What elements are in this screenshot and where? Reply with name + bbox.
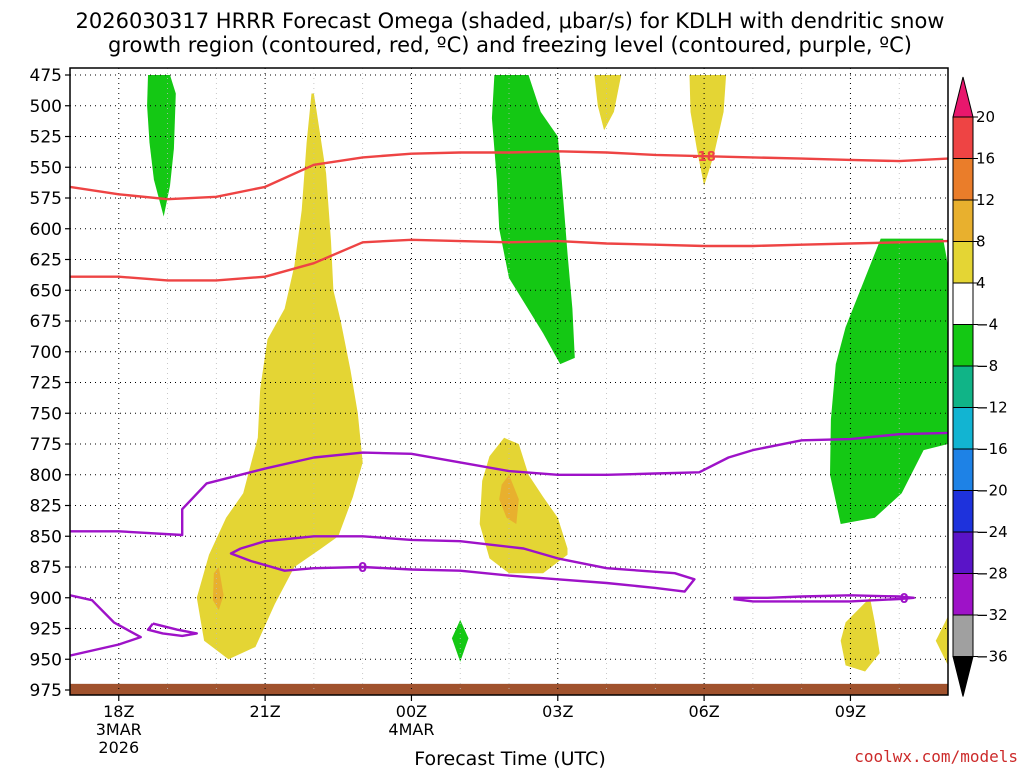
y-tick-label: 850 xyxy=(30,527,62,547)
terrain xyxy=(70,683,948,695)
colorbar-swatch xyxy=(952,282,974,325)
shade-descent-1830Z-core xyxy=(212,567,224,610)
y-tick-label: 675 xyxy=(30,312,62,332)
terrain-strip xyxy=(70,683,948,695)
y-tick-label: 550 xyxy=(30,158,62,178)
colorbar-swatch xyxy=(952,116,974,159)
contour-freezing-level-upper xyxy=(70,431,948,537)
plot-frame xyxy=(69,67,949,696)
shade-ascent-1720Z-upper xyxy=(147,75,176,217)
y-tick-label: 600 xyxy=(30,220,62,240)
y-tick-label: 750 xyxy=(30,404,62,424)
y-tick-label: 525 xyxy=(30,128,62,148)
chart-title-line-2: growth region (contoured, red, ºC) and f… xyxy=(108,33,912,57)
shade-descent-2130Z-plume xyxy=(196,93,363,660)
colorbar-label: −24 xyxy=(976,523,1008,541)
contour-label-freezing-level-right: 0 xyxy=(900,592,909,607)
colorbar-swatch xyxy=(952,573,974,616)
shade-descent-0330Z-top xyxy=(594,75,622,131)
y-tick-label: 475 xyxy=(30,66,62,86)
shade-ascent-0130Z-spot xyxy=(451,619,469,662)
colorbar-swatch xyxy=(952,490,974,533)
y-tick-label: 950 xyxy=(30,650,62,670)
colorbar-label: 8 xyxy=(976,233,986,251)
x-tick-label: 09Z xyxy=(835,702,866,721)
shade-descent-0200Z-core xyxy=(499,474,519,524)
x-axis-label: Forecast Time (UTC) xyxy=(414,748,605,768)
x-tick-year: 2026 xyxy=(98,738,139,757)
colorbar-top-arrow xyxy=(952,76,974,118)
contour-label-dgz-minus18: -18 xyxy=(692,150,716,165)
colorbar-label: 4 xyxy=(976,274,986,292)
y-tick-label: 700 xyxy=(30,343,62,363)
colorbar: 20 16 12 8 4 −4 −8 −12 −16 −20 −24 −28 −32 −36 xyxy=(952,76,1008,697)
chart-title-line-1: 2026030317 HRRR Forecast Omega (shaded, … xyxy=(76,9,945,33)
contour-dgz-lower xyxy=(70,238,948,282)
y-tick-label: 725 xyxy=(30,374,62,394)
colorbar-label: −28 xyxy=(976,565,1008,583)
shade-descent-0930Z-low xyxy=(840,597,880,672)
colorbar-swatch xyxy=(952,324,974,367)
y-tick-label: 775 xyxy=(30,435,62,455)
shade-ascent-0930Z xyxy=(830,238,948,524)
colorbar-swatch xyxy=(952,199,974,242)
y-tick-label: 650 xyxy=(30,281,62,301)
omega-shading xyxy=(147,75,948,672)
colorbar-label: −8 xyxy=(976,357,998,375)
colorbar-label: 20 xyxy=(976,108,995,126)
credit-text: coolwx.com/models xyxy=(854,747,1018,766)
colorbar-swatch xyxy=(952,614,974,657)
colorbar-bottom-arrow xyxy=(952,656,974,697)
contours xyxy=(70,150,948,657)
y-tick-label: 975 xyxy=(30,681,62,701)
contour-freezing-level-inner xyxy=(229,535,696,593)
y-tick-label: 825 xyxy=(30,497,62,517)
x-tick-label: 21Z xyxy=(249,702,280,721)
colorbar-label: −32 xyxy=(976,606,1008,624)
y-tick-label: 875 xyxy=(30,558,62,578)
x-tick-date: 3MAR xyxy=(96,720,142,739)
contour-freezing-level-main xyxy=(70,594,142,657)
x-tick-date: 4MAR xyxy=(388,720,434,739)
shade-descent-0200Z xyxy=(479,437,568,574)
colorbar-swatch xyxy=(952,158,974,201)
contour-labels: -18 0 0 xyxy=(358,150,909,607)
shade-descent-0600Z-top xyxy=(689,75,727,186)
contour-freezing-level-small xyxy=(146,622,199,638)
colorbar-label: −4 xyxy=(976,316,998,334)
colorbar-label: 16 xyxy=(976,150,995,168)
shade-descent-1100Z-low xyxy=(935,616,948,666)
shade-ascent-0230Z xyxy=(491,75,575,365)
y-tick-label: 625 xyxy=(30,251,62,271)
colorbar-swatch xyxy=(952,365,974,408)
y-tick-label: 900 xyxy=(30,589,62,609)
colorbar-label: −20 xyxy=(976,482,1008,500)
x-tick-label: 03Z xyxy=(542,702,573,721)
x-tick-label: 00Z xyxy=(396,702,427,721)
x-tick-label: 06Z xyxy=(688,702,719,721)
colorbar-swatch xyxy=(952,531,974,574)
colorbar-swatch xyxy=(952,241,974,284)
colorbar-label: −16 xyxy=(976,440,1008,458)
contour-freezing-level-right xyxy=(733,594,916,603)
x-tick-label: 18Z xyxy=(103,702,134,721)
y-axis: 475 500 525 550 575 600 625 650 675 700 725 750 775 8… xyxy=(30,66,70,701)
contour-dgz-minus18 xyxy=(70,150,948,201)
colorbar-label: −36 xyxy=(976,648,1008,666)
contour-label-freezing-level-inner: 0 xyxy=(358,561,367,576)
y-tick-label: 500 xyxy=(30,97,62,117)
colorbar-label: −12 xyxy=(976,399,1008,417)
colorbar-label: 12 xyxy=(976,191,995,209)
y-tick-label: 925 xyxy=(30,620,62,640)
y-tick-label: 575 xyxy=(30,189,62,209)
y-tick-label: 800 xyxy=(30,466,62,486)
colorbar-swatch xyxy=(952,448,974,491)
colorbar-swatch xyxy=(952,407,974,450)
